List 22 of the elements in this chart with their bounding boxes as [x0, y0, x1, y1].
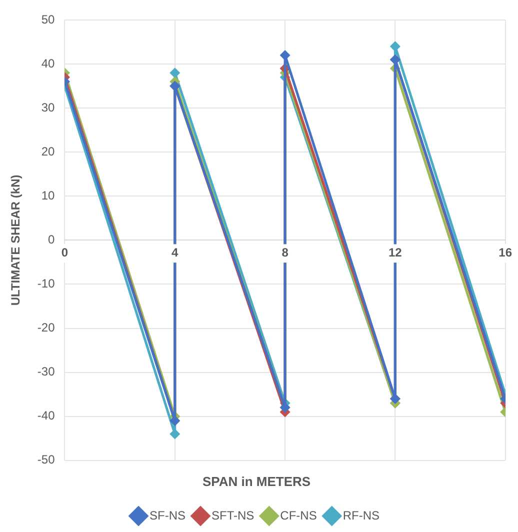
y-tick-label: 10 [41, 188, 56, 202]
x-axis-title: SPAN in METERS [202, 474, 311, 489]
y-axis-title: ULTIMATE SHEAR (kN) [8, 174, 23, 306]
y-tick-label: 50 [41, 12, 56, 26]
legend-label: SF-NS [150, 508, 186, 522]
legend-label: SFT-NS [212, 508, 254, 522]
legend-label: RF-NS [342, 508, 380, 522]
x-tick-label: 12 [388, 246, 402, 260]
x-tick-label: 16 [498, 246, 512, 260]
x-tick-label: 0 [61, 246, 68, 260]
x-tick-label: 4 [172, 246, 179, 260]
legend-label: CF-NS [280, 508, 317, 522]
y-tick-label: 30 [41, 100, 56, 114]
y-tick-label: 40 [41, 56, 56, 70]
y-tick-label: -40 [37, 408, 56, 423]
y-tick-label: 0 [48, 232, 56, 247]
y-tick-label: -10 [37, 276, 56, 291]
y-tick-label: -30 [37, 364, 56, 379]
y-tick-label: -20 [37, 320, 56, 335]
y-tick-label: 20 [41, 144, 56, 158]
x-tick-label: 8 [282, 246, 289, 260]
y-tick-label: -50 [37, 452, 56, 467]
